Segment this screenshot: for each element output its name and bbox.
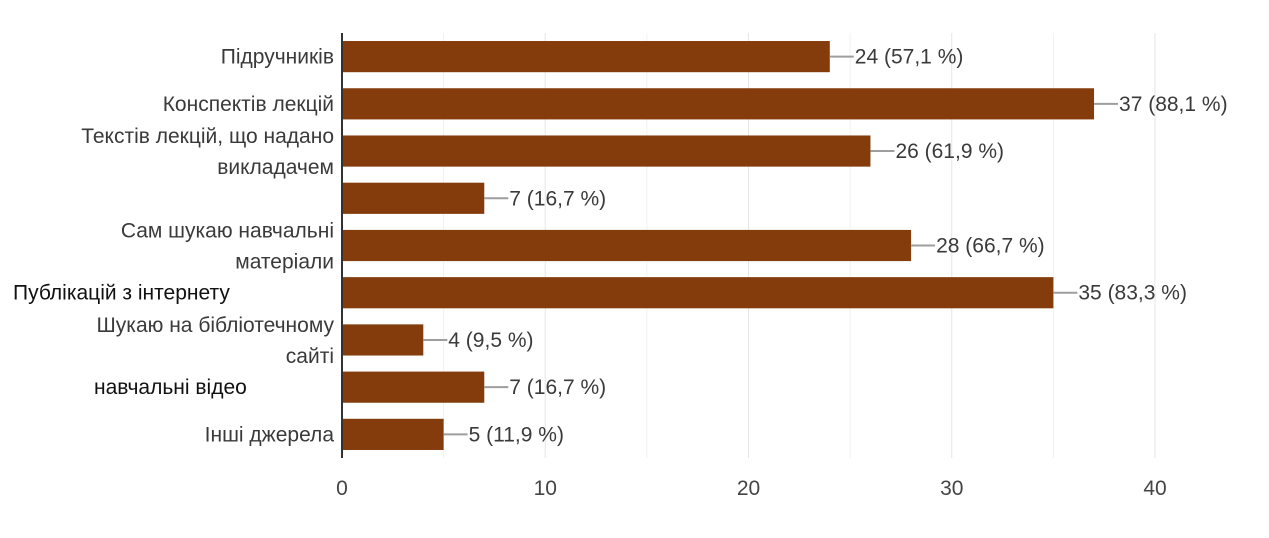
x-tick-label: 40	[1143, 477, 1166, 500]
x-tick-label: 20	[737, 477, 760, 500]
category-label: Інші джерела	[205, 423, 335, 446]
category-label: Підручників	[221, 46, 334, 69]
category-label: Конспектів лекцій	[163, 93, 334, 116]
data-label: 7 (16,7 %)	[509, 187, 606, 210]
category-label: навчальні відео	[94, 376, 247, 399]
bar	[342, 371, 485, 403]
bar	[342, 182, 485, 214]
data-label: 5 (11,9 %)	[469, 423, 564, 446]
bar	[342, 88, 1095, 120]
data-label: 24 (57,1 %)	[855, 46, 964, 69]
x-tick-label: 30	[940, 477, 963, 500]
category-label: Сам шукаю навчальні	[121, 220, 334, 243]
x-axis-ticks: 0 10 20 30 40	[336, 477, 1167, 500]
category-label: Шукаю на бібліотечному	[97, 314, 335, 337]
category-label: викладачем	[217, 156, 334, 179]
data-label: 35 (83,3 %)	[1078, 282, 1187, 305]
leader-lines	[423, 55, 1119, 436]
data-label: 37 (88,1 %)	[1119, 93, 1228, 116]
category-label: сайті	[286, 345, 334, 368]
bar	[342, 277, 1054, 309]
bar	[342, 135, 871, 167]
bar	[342, 418, 444, 450]
category-label: матеріали	[235, 251, 334, 274]
bar	[342, 41, 830, 73]
x-tick-label: 10	[534, 477, 557, 500]
data-label: 28 (66,7 %)	[936, 235, 1045, 258]
data-label: 7 (16,7 %)	[509, 376, 606, 399]
x-tick-label: 0	[336, 477, 348, 500]
category-label: Текстів лекцій, що надано	[81, 125, 334, 148]
data-labels: 24 (57,1 %) 37 (88,1 %) 26 (61,9 %) 7 (16,7…	[448, 46, 1227, 447]
bar	[342, 229, 912, 262]
category-label: Публікацій з інтернету	[13, 282, 230, 305]
data-label: 26 (61,9 %)	[895, 140, 1004, 163]
bar	[342, 324, 424, 356]
data-label: 4 (9,5 %)	[448, 329, 533, 352]
category-labels: Підручників Конспектів лекцій Текстів лекц…	[13, 46, 334, 447]
bars	[342, 41, 1095, 450]
